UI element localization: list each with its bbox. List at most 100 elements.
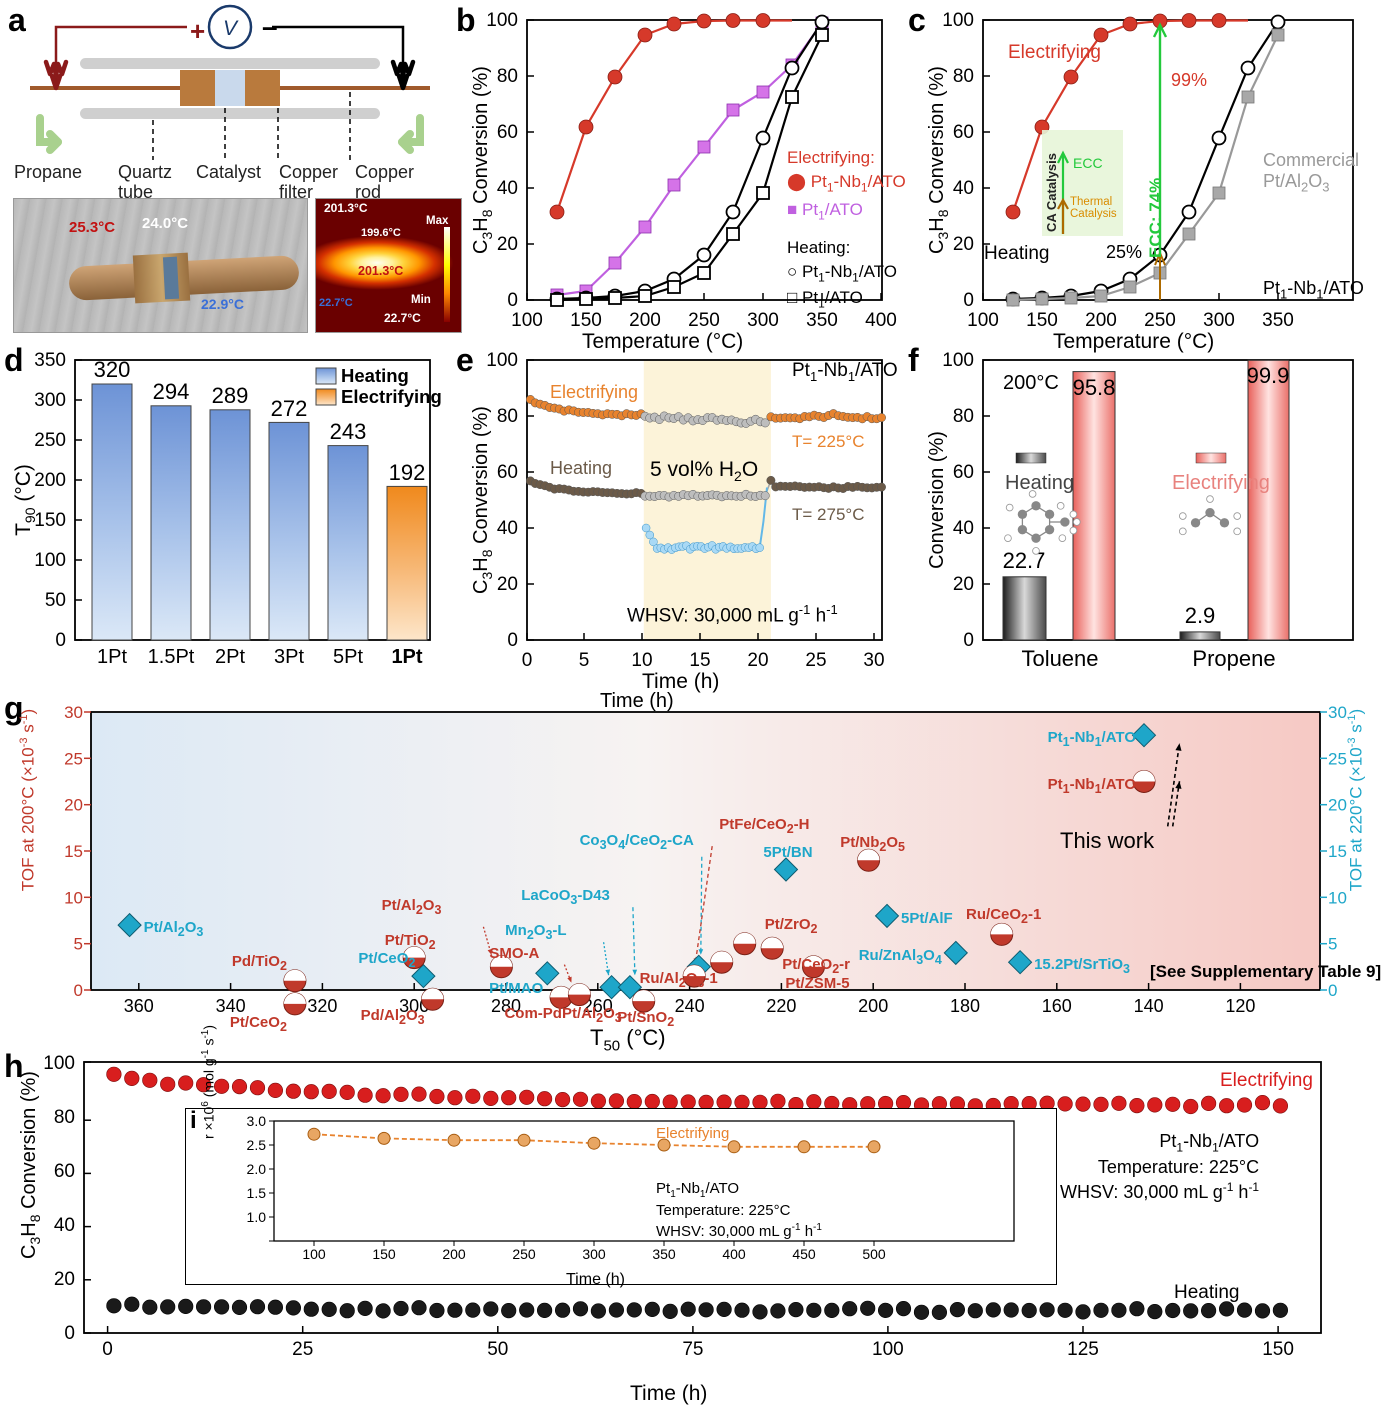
svg-text:200: 200 bbox=[442, 1246, 466, 1262]
svg-text:192: 192 bbox=[389, 460, 426, 485]
svg-text:20: 20 bbox=[64, 796, 83, 815]
svg-text:350: 350 bbox=[652, 1246, 676, 1262]
svg-text:10: 10 bbox=[64, 888, 83, 907]
svg-text:1.5Pt: 1.5Pt bbox=[148, 646, 195, 668]
svg-text:20: 20 bbox=[497, 574, 518, 595]
svg-text:300: 300 bbox=[582, 1246, 606, 1262]
svg-text:2Pt: 2Pt bbox=[215, 646, 245, 668]
svg-text:15: 15 bbox=[689, 650, 710, 671]
svg-text:80: 80 bbox=[497, 66, 518, 87]
svg-text:289: 289 bbox=[212, 383, 249, 408]
svg-text:250: 250 bbox=[688, 310, 720, 331]
svg-text:40: 40 bbox=[953, 178, 974, 199]
svg-text:15: 15 bbox=[64, 842, 83, 861]
svg-text:20: 20 bbox=[747, 650, 768, 671]
svg-text:2.5: 2.5 bbox=[247, 1137, 267, 1153]
svg-text:100: 100 bbox=[34, 550, 66, 571]
svg-text:60: 60 bbox=[54, 1161, 75, 1182]
svg-text:350: 350 bbox=[1262, 310, 1294, 331]
svg-text:100: 100 bbox=[872, 1339, 904, 1360]
svg-text:300: 300 bbox=[1203, 310, 1235, 331]
svg-text:20: 20 bbox=[953, 234, 974, 255]
svg-text:25: 25 bbox=[292, 1339, 313, 1360]
svg-text:–: – bbox=[262, 11, 278, 42]
svg-text:80: 80 bbox=[953, 66, 974, 87]
svg-text:30: 30 bbox=[863, 650, 884, 671]
svg-text:250: 250 bbox=[1144, 310, 1176, 331]
svg-text:400: 400 bbox=[722, 1246, 746, 1262]
svg-text:500: 500 bbox=[862, 1246, 886, 1262]
svg-text:50: 50 bbox=[45, 590, 66, 611]
svg-text:95.8: 95.8 bbox=[1073, 375, 1116, 400]
svg-text:60: 60 bbox=[953, 122, 974, 143]
svg-text:150: 150 bbox=[570, 310, 602, 331]
svg-text:100: 100 bbox=[511, 310, 543, 331]
svg-text:150: 150 bbox=[372, 1246, 396, 1262]
svg-text:294: 294 bbox=[153, 379, 190, 404]
svg-text:200: 200 bbox=[629, 310, 661, 331]
svg-text:350: 350 bbox=[806, 310, 838, 331]
svg-text:0: 0 bbox=[522, 650, 533, 671]
svg-text:10: 10 bbox=[1328, 888, 1347, 907]
svg-text:40: 40 bbox=[54, 1215, 75, 1236]
svg-text:60: 60 bbox=[497, 122, 518, 143]
svg-text:100: 100 bbox=[302, 1246, 326, 1262]
svg-text:20: 20 bbox=[1328, 796, 1347, 815]
svg-text:100: 100 bbox=[43, 1053, 75, 1074]
svg-text:25: 25 bbox=[805, 650, 826, 671]
svg-text:0: 0 bbox=[507, 290, 518, 311]
svg-text:243: 243 bbox=[330, 419, 367, 444]
svg-text:40: 40 bbox=[497, 178, 518, 199]
svg-text:60: 60 bbox=[497, 462, 518, 483]
svg-text:450: 450 bbox=[792, 1246, 816, 1262]
svg-text:150: 150 bbox=[1026, 310, 1058, 331]
svg-text:1.0: 1.0 bbox=[247, 1209, 267, 1225]
svg-text:0: 0 bbox=[55, 630, 66, 651]
svg-text:5: 5 bbox=[74, 935, 83, 954]
svg-text:272: 272 bbox=[271, 396, 308, 421]
svg-text:1Pt: 1Pt bbox=[391, 646, 422, 668]
svg-text:125: 125 bbox=[1067, 1339, 1099, 1360]
svg-text:100: 100 bbox=[967, 310, 999, 331]
svg-text:20: 20 bbox=[497, 234, 518, 255]
svg-text:30: 30 bbox=[64, 703, 83, 722]
svg-text:300: 300 bbox=[747, 310, 779, 331]
svg-text:5Pt: 5Pt bbox=[333, 646, 363, 668]
svg-text:+: + bbox=[190, 16, 205, 46]
svg-text:10: 10 bbox=[631, 650, 652, 671]
svg-text:Toluene: Toluene bbox=[1021, 646, 1098, 671]
svg-text:Heating: Heating bbox=[341, 365, 409, 386]
svg-text:0: 0 bbox=[507, 630, 518, 651]
svg-text:320: 320 bbox=[94, 357, 131, 382]
svg-text:15: 15 bbox=[1328, 842, 1347, 861]
svg-text:60: 60 bbox=[953, 462, 974, 483]
svg-text:20: 20 bbox=[953, 574, 974, 595]
svg-text:V: V bbox=[223, 17, 239, 40]
svg-text:80: 80 bbox=[953, 406, 974, 427]
svg-text:75: 75 bbox=[682, 1339, 703, 1360]
svg-text:250: 250 bbox=[512, 1246, 536, 1262]
svg-text:Propene: Propene bbox=[1192, 646, 1275, 671]
svg-text:1Pt: 1Pt bbox=[97, 646, 127, 668]
svg-text:0: 0 bbox=[74, 981, 83, 1000]
svg-text:0: 0 bbox=[1328, 981, 1337, 1000]
svg-text:200: 200 bbox=[1085, 310, 1117, 331]
svg-text:25: 25 bbox=[64, 749, 83, 768]
svg-text:0: 0 bbox=[64, 1323, 75, 1344]
svg-text:99.9: 99.9 bbox=[1247, 363, 1290, 388]
svg-text:20: 20 bbox=[54, 1269, 75, 1290]
svg-text:Electrifying: Electrifying bbox=[341, 386, 442, 407]
svg-text:400: 400 bbox=[865, 310, 897, 331]
svg-text:150: 150 bbox=[34, 510, 66, 531]
svg-text:250: 250 bbox=[34, 430, 66, 451]
svg-text:5: 5 bbox=[579, 650, 590, 671]
svg-text:80: 80 bbox=[54, 1107, 75, 1128]
svg-text:1.5: 1.5 bbox=[247, 1185, 267, 1201]
svg-text:2.0: 2.0 bbox=[247, 1161, 267, 1177]
svg-text:3Pt: 3Pt bbox=[274, 646, 304, 668]
svg-text:40: 40 bbox=[953, 518, 974, 539]
svg-text:0: 0 bbox=[963, 630, 974, 651]
svg-text:40: 40 bbox=[497, 518, 518, 539]
svg-text:50: 50 bbox=[487, 1339, 508, 1360]
svg-text:0: 0 bbox=[102, 1339, 113, 1360]
